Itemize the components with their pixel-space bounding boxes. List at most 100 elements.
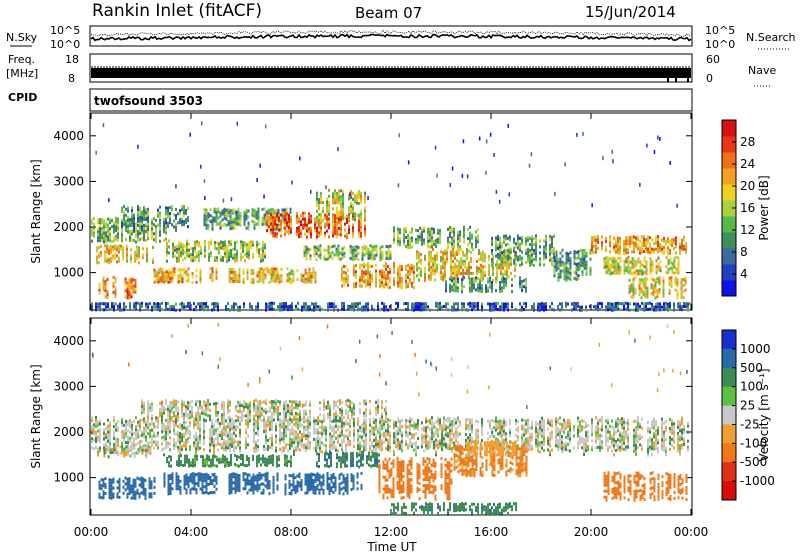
range-gate-cell — [632, 292, 635, 296]
range-gate-cell — [247, 434, 249, 438]
range-gate-cell — [377, 302, 379, 306]
range-gate-cell — [93, 438, 95, 442]
range-gate-cell — [253, 449, 255, 453]
range-gate-cell — [575, 308, 577, 311]
range-gate-cell — [167, 274, 170, 278]
range-gate-cell — [539, 245, 541, 249]
range-gate-cell — [181, 445, 183, 449]
range-gate-cell — [134, 281, 137, 285]
range-gate-cell — [217, 302, 219, 306]
range-gate-cell — [303, 302, 305, 306]
range-gate-cell — [257, 445, 259, 448]
range-gate-cell — [650, 286, 653, 290]
range-gate-cell — [237, 308, 239, 312]
range-gate-cell — [296, 211, 298, 215]
range-gate-cell — [352, 206, 354, 210]
range-gate-cell — [313, 302, 315, 306]
range-gate-cell — [341, 253, 344, 257]
range-gate-cell — [644, 295, 647, 299]
range-gate-cell — [281, 434, 283, 438]
range-gate-cell — [665, 307, 667, 311]
range-gate-cell — [326, 197, 328, 201]
range-gate-cell — [265, 447, 267, 451]
range-gate-cell — [334, 214, 336, 218]
range-gate-cell — [365, 245, 368, 249]
range-gate-cell — [317, 443, 319, 447]
range-gate-cell — [289, 422, 291, 426]
range-gate-cell — [198, 244, 200, 248]
range-gate-cell — [411, 284, 413, 288]
range-gate-cell — [179, 441, 181, 444]
range-gate-cell — [491, 240, 493, 243]
range-gate-cell — [306, 235, 308, 239]
range-gate-cell — [605, 305, 607, 309]
range-gate-cell — [444, 273, 446, 277]
range-gate-cell — [325, 432, 327, 436]
range-gate-cell — [579, 308, 581, 312]
range-gate-cell — [450, 253, 452, 257]
range-gate-cell — [155, 425, 157, 429]
range-gate-cell — [676, 296, 679, 300]
range-gate-cell — [211, 431, 213, 435]
range-gate-cell — [657, 256, 660, 260]
range-gate-cell — [169, 442, 171, 446]
range-gate-cell — [509, 238, 511, 242]
range-gate-cell — [453, 305, 455, 309]
colorbar-tick-label: 20 — [740, 179, 755, 193]
range-gate-cell — [203, 223, 206, 227]
range-gate-cell — [317, 440, 319, 444]
range-gate-cell — [278, 219, 280, 223]
range-gate-cell — [232, 253, 234, 257]
range-gate-cell — [328, 212, 330, 216]
range-gate-cell — [652, 278, 655, 282]
range-gate-cell — [358, 225, 360, 229]
range-gate-cell — [407, 276, 409, 279]
range-gate-cell — [200, 245, 202, 249]
range-gate-cell — [537, 302, 539, 306]
range-gate-cell — [155, 443, 157, 447]
range-gate-cell — [478, 258, 480, 261]
range-gate-cell — [145, 420, 147, 424]
range-gate-cell — [625, 257, 628, 261]
range-gate-cell — [434, 272, 436, 276]
range-gate-cell — [326, 200, 328, 204]
range-gate-cell — [597, 308, 599, 312]
range-gate-cell — [389, 244, 392, 248]
range-gate-cell — [185, 218, 187, 221]
range-gate-cell — [217, 442, 219, 446]
range-gate-cell — [155, 271, 158, 275]
range-gate-cell — [649, 272, 652, 276]
range-gate-cell — [647, 247, 649, 251]
range-gate-cell — [189, 421, 191, 425]
range-gate-cell — [405, 308, 407, 311]
range-gate-cell — [601, 241, 603, 245]
range-gate-cell — [498, 266, 500, 270]
range-gate-cell — [270, 216, 272, 220]
range-gate-cell — [644, 286, 647, 290]
range-gate-cell — [315, 301, 317, 305]
range-gate-cell — [360, 209, 362, 213]
range-gate-cell — [508, 192, 510, 197]
range-gate-cell — [199, 437, 201, 441]
range-gate-cell — [175, 444, 177, 448]
range-gate-cell — [609, 302, 611, 305]
range-gate-cell — [667, 240, 669, 244]
range-gate-cell — [525, 283, 527, 287]
range-gate-cell — [427, 239, 429, 243]
range-gate-cell — [495, 263, 497, 267]
range-gate-cell — [252, 280, 255, 284]
noise-left-top-tick: 10^5 — [50, 24, 80, 37]
range-gate-cell — [455, 283, 457, 287]
range-gate-cell — [261, 216, 264, 220]
range-gate-cell — [111, 240, 113, 244]
range-gate-cell — [347, 422, 349, 426]
range-gate-cell — [111, 302, 113, 305]
range-gate-cell — [413, 286, 415, 290]
range-gate-cell — [331, 425, 333, 429]
range-gate-cell — [209, 220, 212, 223]
range-gate-cell — [179, 270, 182, 274]
range-gate-cell — [569, 275, 572, 278]
range-gate-cell — [199, 422, 201, 426]
range-gate-cell — [310, 281, 313, 284]
range-gate-cell — [237, 219, 240, 223]
